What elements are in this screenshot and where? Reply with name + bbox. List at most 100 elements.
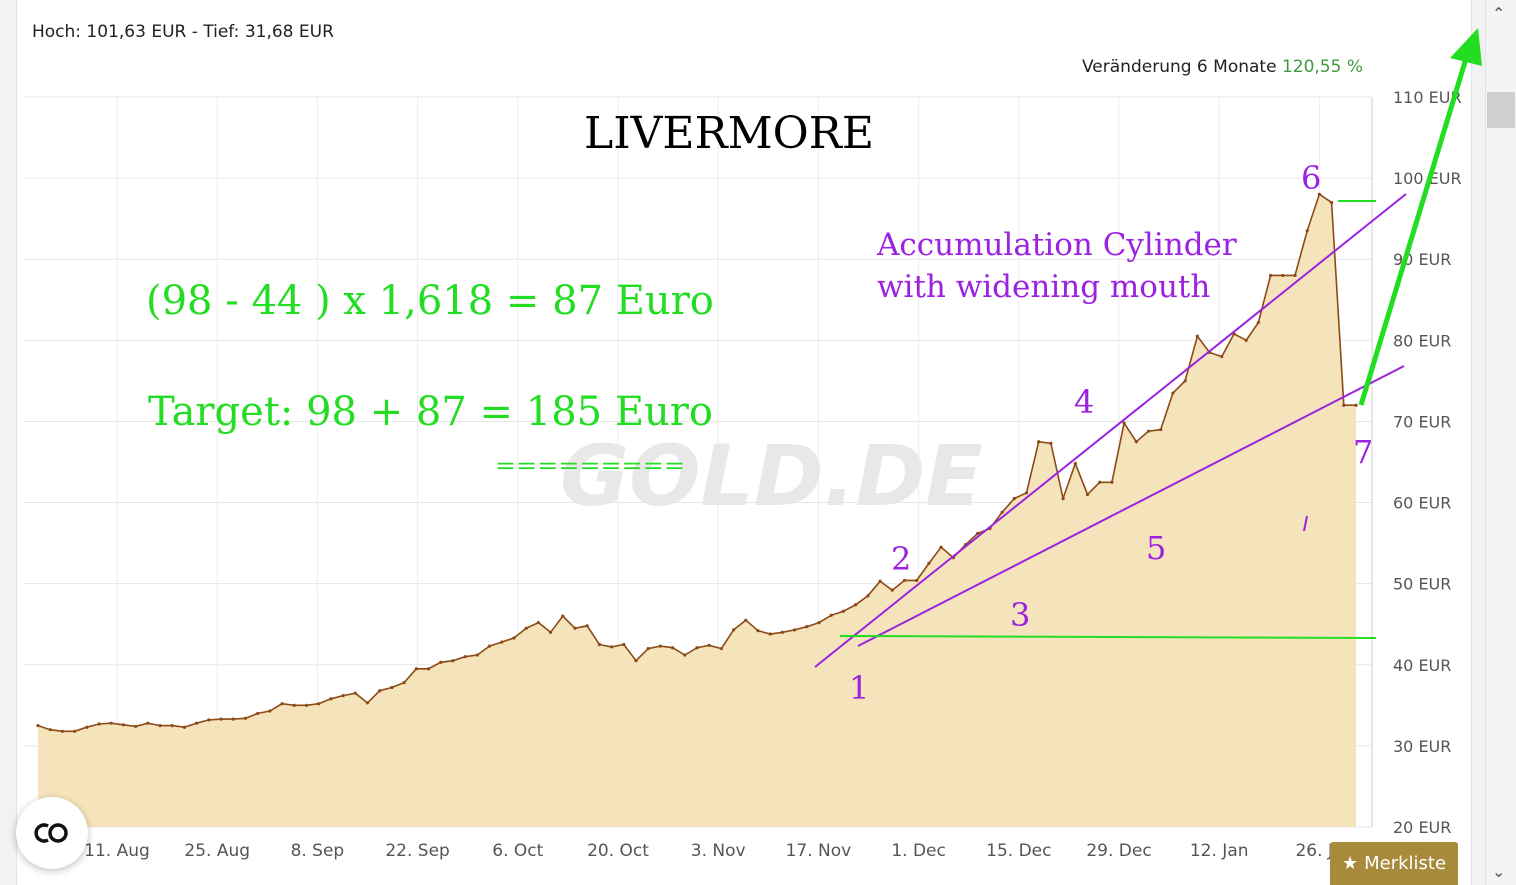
y-tick-label: 20 EUR bbox=[1393, 818, 1451, 837]
price-point bbox=[268, 709, 272, 713]
price-point bbox=[622, 642, 626, 647]
price-point bbox=[1220, 354, 1224, 359]
price-point bbox=[97, 722, 101, 726]
price-point bbox=[60, 729, 65, 733]
price-point bbox=[219, 717, 223, 721]
wave-label-1: 1 bbox=[849, 669, 869, 707]
price-point bbox=[829, 613, 833, 617]
price-point bbox=[1268, 273, 1273, 278]
x-tick-label: 6. Oct bbox=[492, 841, 543, 861]
price-point bbox=[451, 659, 455, 663]
co-logo-icon bbox=[34, 823, 68, 843]
x-tick-label: 29. Dec bbox=[1086, 841, 1151, 861]
y-tick-label: 110 EUR bbox=[1393, 88, 1462, 107]
price-point bbox=[670, 646, 675, 650]
price-point bbox=[561, 614, 565, 618]
x-tick-label: 22. Sep bbox=[385, 841, 449, 861]
price-point bbox=[353, 691, 357, 695]
pattern-label-line2: with widening mouth bbox=[877, 269, 1210, 305]
price-point bbox=[1195, 334, 1199, 338]
price-point bbox=[1305, 229, 1309, 233]
scrollbar-thumb[interactable] bbox=[1487, 92, 1515, 128]
formula-text: (98 - 44 ) x 1,618 = 87 Euro bbox=[146, 278, 714, 324]
y-tick-label: 60 EUR bbox=[1393, 494, 1451, 513]
x-tick-label: 15. Dec bbox=[986, 841, 1051, 861]
price-area-fill bbox=[38, 194, 1356, 828]
price-point bbox=[976, 531, 980, 535]
y-tick-label: 70 EUR bbox=[1393, 412, 1451, 431]
price-point bbox=[1293, 273, 1297, 278]
co-logo-button[interactable] bbox=[16, 797, 88, 869]
vertical-scrollbar[interactable]: ⌃ ⌄ bbox=[1485, 0, 1516, 885]
y-tick-label: 30 EUR bbox=[1393, 737, 1451, 756]
x-tick-label: 8. Sep bbox=[291, 841, 345, 861]
chevron-up-icon[interactable]: ⌃ bbox=[1492, 4, 1506, 23]
price-point bbox=[1159, 427, 1163, 432]
price-point bbox=[36, 724, 40, 728]
target-arrow-head bbox=[1450, 28, 1482, 66]
x-tick-label: 3. Nov bbox=[691, 841, 746, 861]
change-6-months: Veränderung 6 Monate 120,55 % bbox=[1082, 57, 1363, 77]
price-point bbox=[1061, 496, 1065, 501]
price-point bbox=[317, 702, 321, 706]
price-point bbox=[1171, 391, 1175, 395]
price-point bbox=[329, 697, 333, 701]
target-underline: ========= bbox=[495, 454, 685, 479]
small-tick-mark bbox=[1303, 515, 1308, 532]
price-point bbox=[487, 644, 492, 648]
merkliste-button[interactable]: ★ Merkliste bbox=[1330, 842, 1458, 885]
x-tick-label: 20. Oct bbox=[587, 841, 649, 861]
y-tick-label: 80 EUR bbox=[1393, 331, 1451, 350]
price-point bbox=[195, 721, 199, 725]
price-point bbox=[48, 728, 52, 732]
price-point bbox=[1000, 510, 1004, 514]
price-point bbox=[548, 630, 553, 634]
price-point bbox=[1012, 496, 1016, 501]
star-icon: ★ bbox=[1341, 853, 1359, 874]
price-point bbox=[756, 629, 760, 633]
pattern-label-line1: Accumulation Cylinder bbox=[876, 227, 1237, 263]
price-point bbox=[854, 603, 858, 607]
wave-label-6: 6 bbox=[1301, 159, 1321, 197]
price-point bbox=[292, 703, 296, 707]
price-point bbox=[1317, 192, 1321, 196]
price-point bbox=[927, 561, 931, 565]
price-point bbox=[1073, 462, 1077, 466]
x-tick-label: 1. Dec bbox=[891, 841, 946, 861]
price-point bbox=[1085, 492, 1090, 497]
price-point bbox=[939, 545, 943, 549]
target-arrow bbox=[1358, 51, 1471, 406]
price-point bbox=[243, 716, 248, 720]
price-point bbox=[1342, 403, 1346, 407]
price-point bbox=[719, 646, 724, 651]
price-point bbox=[341, 694, 345, 698]
chevron-down-icon[interactable]: ⌄ bbox=[1492, 862, 1506, 881]
price-point bbox=[1281, 273, 1285, 278]
price-points bbox=[36, 192, 1358, 733]
price-point bbox=[1244, 338, 1248, 342]
price-point bbox=[280, 702, 284, 706]
x-tick-label: 25. Aug bbox=[184, 841, 250, 861]
price-point bbox=[378, 689, 382, 693]
upper-trendline bbox=[814, 193, 1407, 668]
price-point bbox=[304, 703, 309, 707]
price-point bbox=[866, 594, 870, 598]
price-point bbox=[707, 643, 711, 647]
price-point bbox=[365, 701, 370, 705]
price-point bbox=[793, 628, 797, 632]
price-point bbox=[1122, 421, 1126, 425]
price-point bbox=[1098, 480, 1102, 484]
price-point bbox=[439, 660, 443, 664]
price-point bbox=[841, 609, 846, 613]
price-point bbox=[658, 644, 662, 648]
change-label: Veränderung 6 Monate bbox=[1082, 57, 1277, 77]
wave-label-4: 4 bbox=[1074, 383, 1094, 421]
price-point bbox=[1183, 379, 1187, 383]
price-point bbox=[512, 636, 516, 640]
x-tick-label: 17. Nov bbox=[786, 841, 852, 861]
price-point bbox=[1049, 441, 1053, 445]
change-value: 120,55 % bbox=[1281, 57, 1363, 77]
x-tick-label: 12. Jan bbox=[1190, 841, 1249, 861]
price-point bbox=[915, 578, 919, 583]
price-point bbox=[463, 655, 467, 659]
